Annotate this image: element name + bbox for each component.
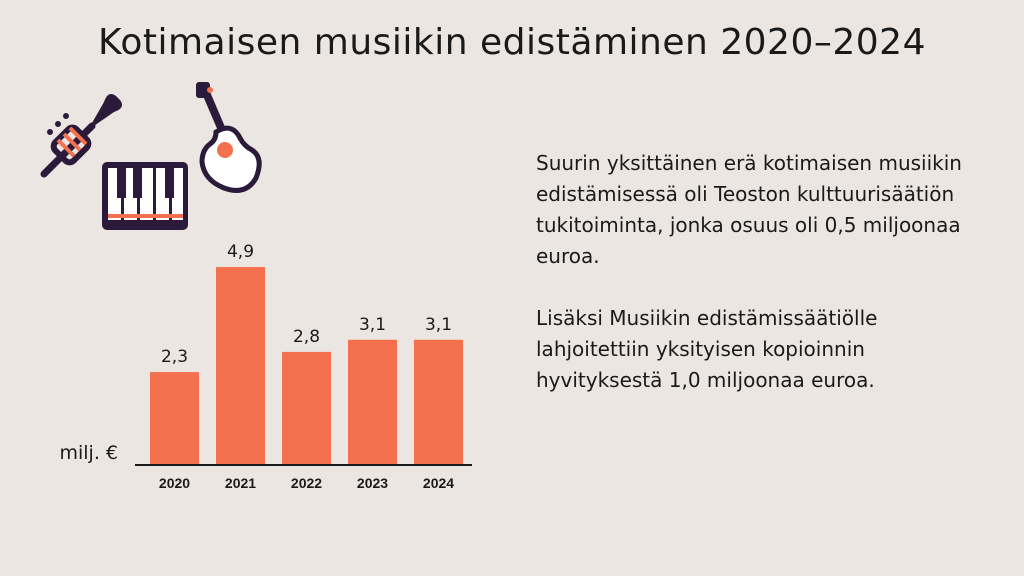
x-tick-label-2021: 2021 [225,475,256,491]
piano-icon [102,162,188,230]
bars: 2,3 2020 4,9 2021 2,8 2022 3,1 2023 3,1 2024 [150,242,463,491]
value-label-2021: 4,9 [227,242,254,262]
paragraph-2: Lisäksi Musiikin edistämissäätiölle lahj… [536,306,878,392]
value-label-2022: 2,8 [293,327,320,347]
guitar-icon [196,82,262,193]
value-label-2023: 3,1 [359,315,386,335]
x-tick-label-2023: 2023 [357,475,388,491]
x-tick-label-2022: 2022 [291,475,322,491]
x-tick-label-2024: 2024 [423,475,454,491]
description-text: Suurin yksittäinen erä kotimaisen musiik… [536,148,976,427]
bar-2023 [348,339,397,465]
page-title: Kotimaisen musiikin edistäminen 2020–202… [98,22,926,63]
paragraph-1: Suurin yksittäinen erä kotimaisen musiik… [536,151,962,268]
bar-2024 [414,339,463,465]
bar-2022 [282,351,331,465]
bar-2021 [216,267,265,465]
value-label-2024: 3,1 [425,315,452,335]
y-axis-unit-label: milj. € [59,442,118,464]
music-icons [40,82,262,230]
trumpet-icon [40,94,122,178]
bar-2020 [150,372,199,465]
bar-chart: 2,3 2020 4,9 2021 2,8 2022 3,1 2023 3,1 2024 milj… [59,242,472,491]
value-label-2020: 2,3 [161,347,188,367]
x-tick-label-2020: 2020 [159,475,190,491]
